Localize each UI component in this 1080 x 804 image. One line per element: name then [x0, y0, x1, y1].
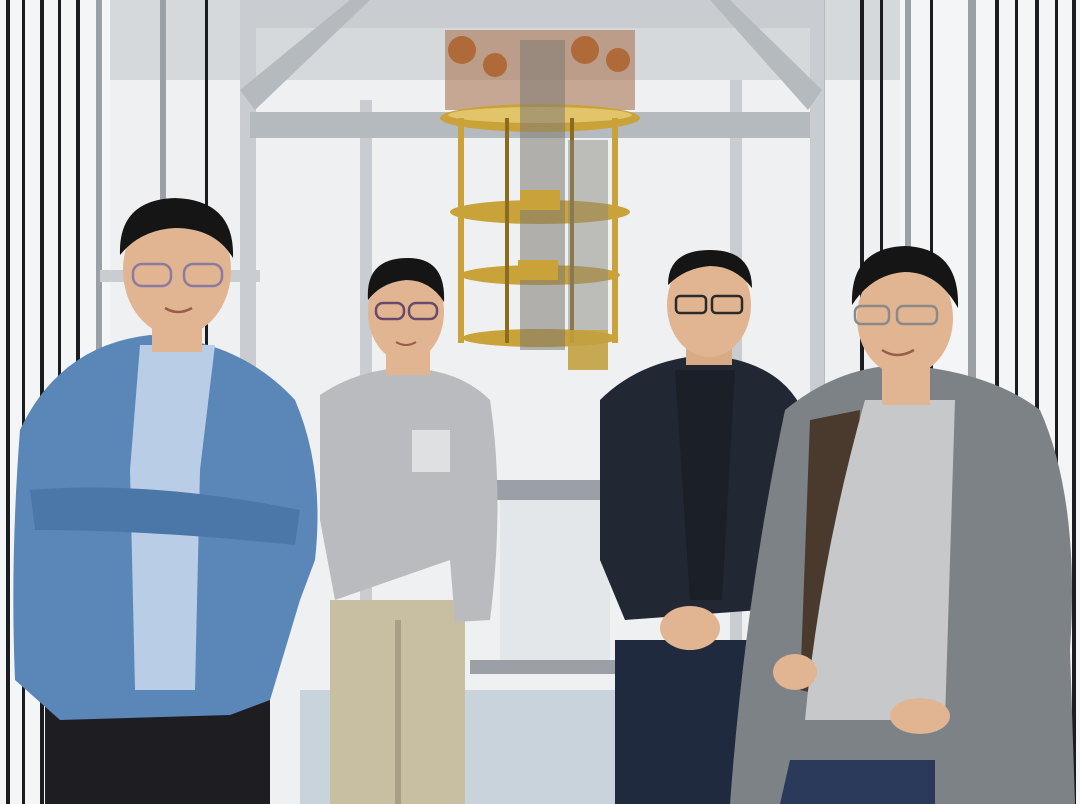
person-1: [13, 198, 318, 804]
person-3: [600, 250, 806, 804]
dilution-refrigerator: [440, 30, 640, 370]
person-4: [730, 246, 1075, 804]
person-2: [320, 258, 498, 804]
